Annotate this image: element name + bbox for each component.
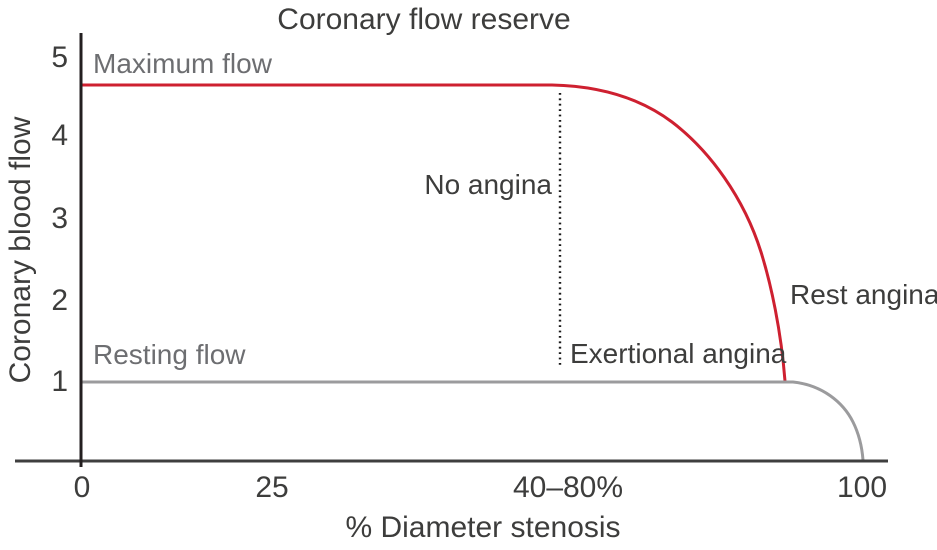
y-tick-2: 2	[51, 284, 68, 317]
exertional-angina-annotation: Exertional angina	[570, 338, 787, 369]
x-tick-25: 25	[255, 471, 289, 504]
resting-flow-curve	[79, 380, 865, 462]
y-tick-1: 1	[51, 365, 68, 398]
x-tick-0: 0	[73, 471, 91, 504]
maximum-flow-label: Maximum flow	[93, 48, 272, 79]
x-axis-label: % Diameter stenosis	[345, 511, 621, 544]
y-tick-4: 4	[51, 119, 68, 152]
x-tick-100: 100	[836, 471, 888, 504]
y-axis-label: Coronary blood flow	[4, 116, 37, 384]
chart-title: Coronary flow reserve	[277, 3, 571, 36]
y-tick-5: 5	[51, 41, 68, 74]
x-tick-40-80: 40–80%	[512, 471, 624, 504]
resting-flow-label: Resting flow	[93, 339, 246, 370]
no-angina-annotation: No angina	[424, 169, 552, 200]
maximum-flow-curve	[79, 83, 787, 383]
rest-angina-annotation: Rest angina	[790, 279, 937, 310]
y-tick-3: 3	[51, 202, 68, 235]
